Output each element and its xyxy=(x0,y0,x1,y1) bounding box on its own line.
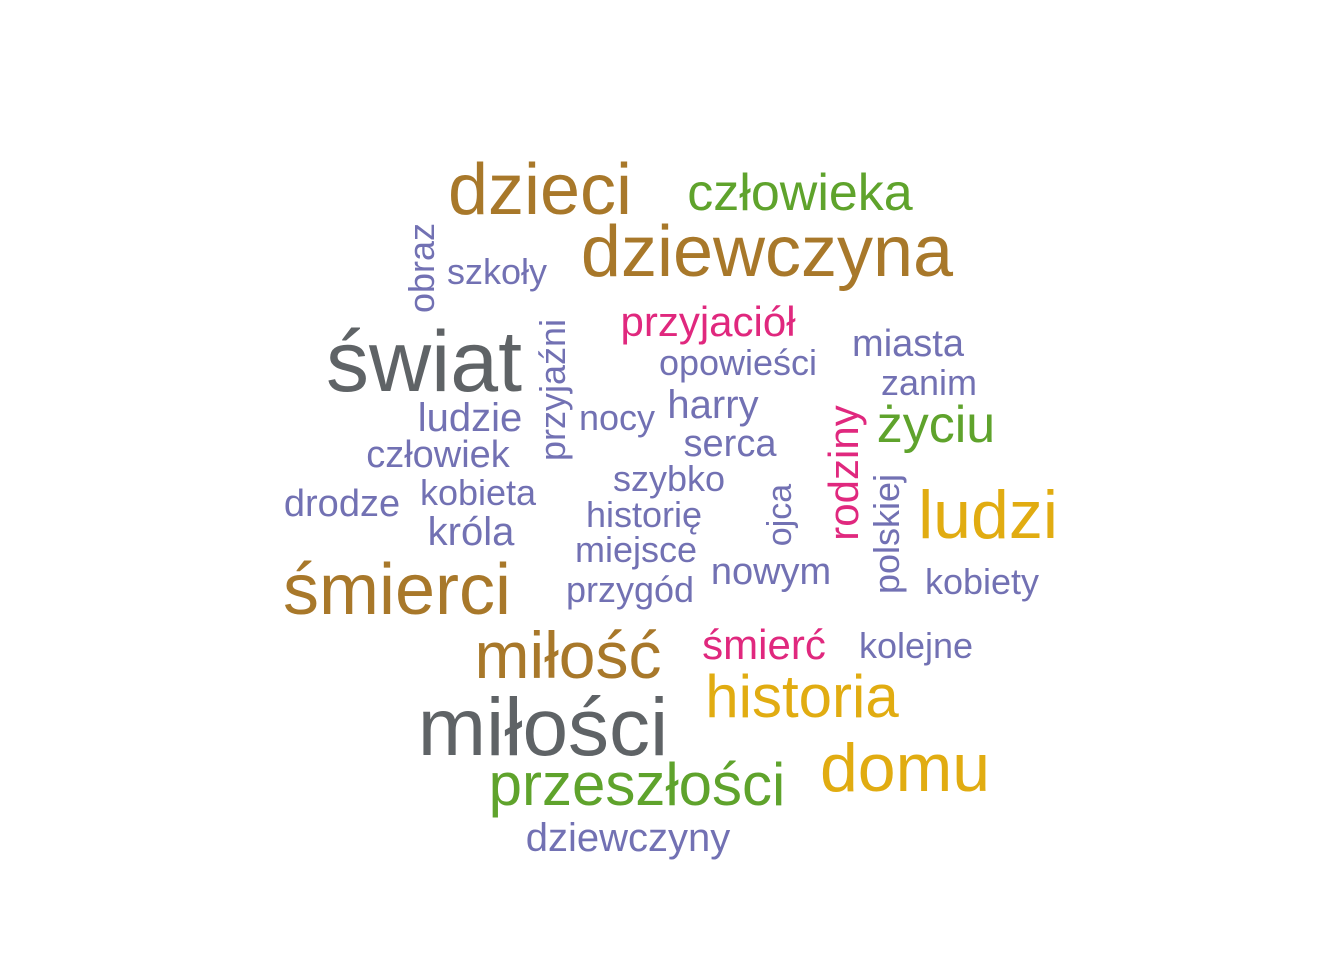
word-17: człowiek xyxy=(366,434,510,476)
word-27: nowym xyxy=(710,551,832,593)
word-16: serca xyxy=(683,423,777,465)
word-24: historię xyxy=(585,494,703,535)
word-2: dziewczyna xyxy=(580,212,954,292)
word-32: śmierć xyxy=(702,621,826,668)
word-33: kolejne xyxy=(858,625,974,666)
word-35: miłości xyxy=(417,682,669,773)
word-4: szkoły xyxy=(446,251,548,292)
word-21: ojca xyxy=(761,483,799,547)
word-10: zanim xyxy=(880,362,978,403)
word-31: miłość xyxy=(474,618,662,692)
word-3: obraz xyxy=(401,222,442,314)
word-5: przyjaźni xyxy=(532,318,573,462)
word-25: króla xyxy=(427,510,515,554)
word-22: polskiej xyxy=(866,473,907,595)
word-26: miejsce xyxy=(574,529,698,570)
word-38: dziewczyny xyxy=(525,816,731,860)
word-36: domu xyxy=(819,730,991,806)
word-13: harry xyxy=(667,383,759,427)
word-1: człowieka xyxy=(687,164,913,222)
word-19: drodze xyxy=(283,483,401,525)
word-37: przeszłości xyxy=(488,751,786,818)
word-18: szybko xyxy=(612,458,726,499)
word-14: rodziny xyxy=(820,405,867,541)
word-12: nocy xyxy=(578,397,656,438)
word-6: przyjaciół xyxy=(620,298,796,345)
word-20: kobieta xyxy=(419,472,537,513)
word-34: historia xyxy=(705,663,899,730)
word-9: opowieści xyxy=(658,342,818,383)
word-15: życiu xyxy=(876,396,996,454)
word-30: przygód xyxy=(565,569,695,610)
word-28: kobiety xyxy=(924,561,1040,602)
word-8: świat xyxy=(326,314,522,410)
word-29: śmierci xyxy=(283,550,511,630)
word-0: dzieci xyxy=(447,150,633,230)
word-23: ludzi xyxy=(918,477,1058,553)
word-11: ludzie xyxy=(417,396,523,440)
word-7: miasta xyxy=(852,323,964,365)
